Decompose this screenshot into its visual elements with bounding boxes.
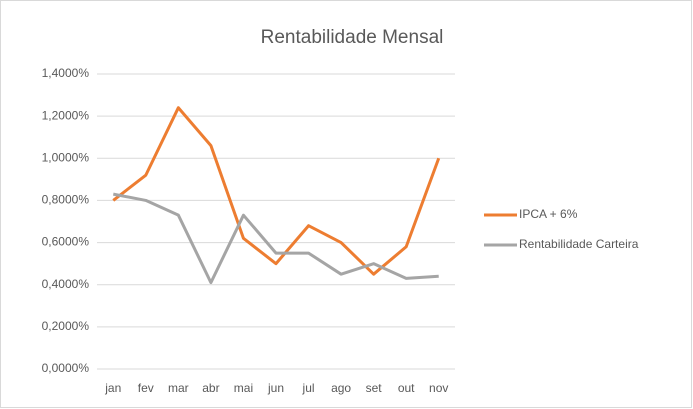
- legend-label: IPCA + 6%: [519, 207, 578, 221]
- y-tick-label: 1,2000%: [42, 108, 90, 122]
- x-tick-label: mar: [168, 381, 189, 395]
- x-tick-label: jan: [104, 381, 121, 395]
- y-tick-label: 1,0000%: [42, 150, 90, 164]
- x-tick-label: jun: [267, 381, 284, 395]
- y-tick-label: 0,4000%: [42, 277, 90, 291]
- x-tick-label: ago: [331, 381, 351, 395]
- x-tick-label: abr: [202, 381, 219, 395]
- x-tick-label: out: [398, 381, 415, 395]
- chart-title: Rentabilidade Mensal: [261, 27, 444, 48]
- x-tick-label: mai: [234, 381, 253, 395]
- y-tick-label: 1,4000%: [42, 66, 90, 80]
- series-line: [112, 106, 441, 276]
- legend-label: Rentabilidade Carteira: [519, 237, 639, 251]
- x-tick-label: set: [366, 381, 383, 395]
- y-tick-label: 0,6000%: [42, 235, 90, 249]
- y-tick-label: 0,8000%: [42, 193, 90, 207]
- series-line: [112, 192, 439, 285]
- y-tick-label: 0,0000%: [42, 361, 90, 375]
- y-tick-label: 0,2000%: [42, 319, 90, 333]
- x-tick-label: jul: [302, 381, 315, 395]
- x-tick-label: fev: [138, 381, 154, 395]
- x-tick-label: nov: [429, 381, 448, 395]
